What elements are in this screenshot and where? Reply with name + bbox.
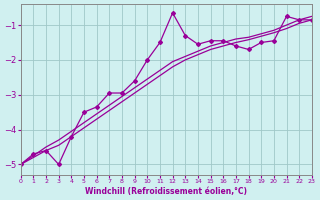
X-axis label: Windchill (Refroidissement éolien,°C): Windchill (Refroidissement éolien,°C) [85,187,247,196]
